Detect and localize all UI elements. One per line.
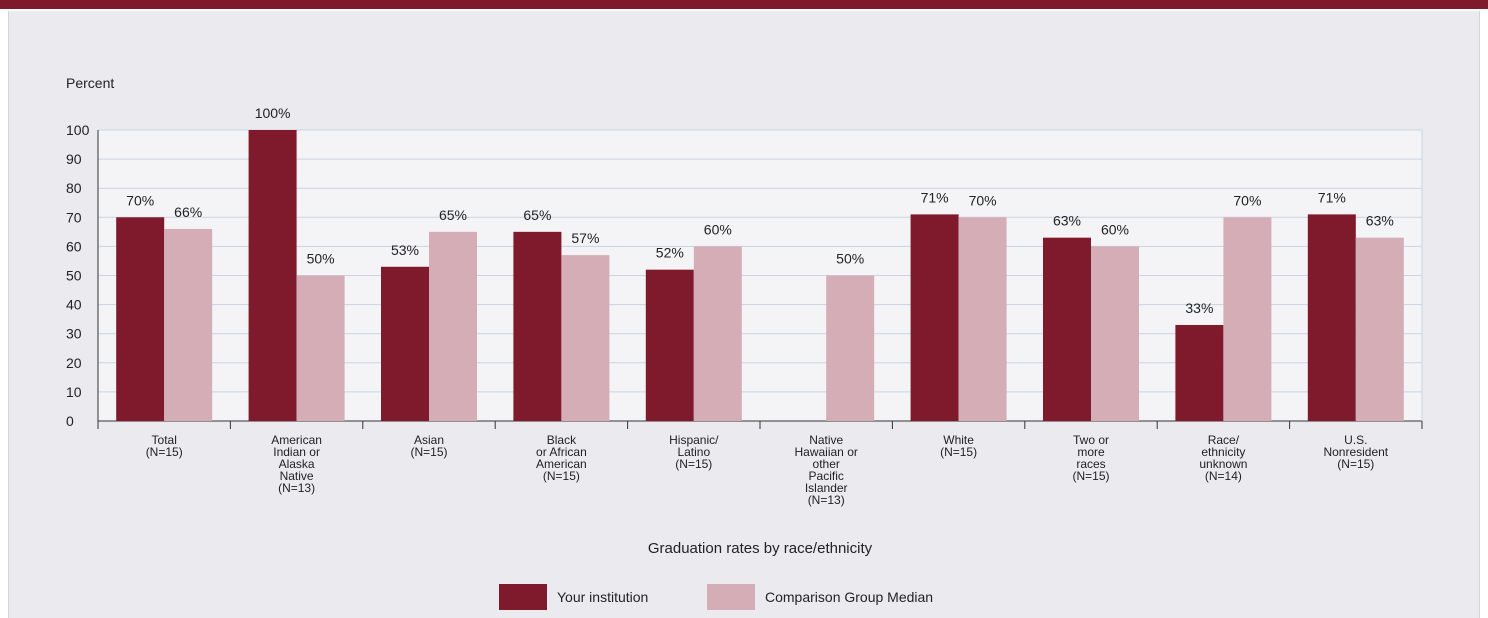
bar-your-institution [1175,324,1224,421]
bar-your-institution [116,217,165,421]
bar-comparison-median [1223,217,1272,421]
data-label: 70% [126,192,154,208]
y-tick-label: 80 [66,180,82,196]
bars: 70% 100% 53% 65% 52% 71% 63% 33% 71% 66% 50% 65% 57%… [116,105,1404,421]
bar-your-institution [1043,237,1091,421]
category-label: American Indian or Alaska Native (N=13) [271,433,322,495]
bar-your-institution [1307,214,1356,421]
y-tick-label: 100 [66,122,90,138]
y-tick-label: 30 [66,326,82,342]
category-label: Asian (N=15) [410,433,447,459]
data-label: 65% [523,207,551,223]
legend-swatch [707,584,755,610]
data-label: 50% [307,251,335,267]
bar-your-institution [645,269,694,421]
category-label: Black or African American (N=15) [536,433,587,483]
bar-your-institution [248,130,297,421]
data-label: 71% [921,189,949,205]
data-label: 70% [1233,192,1261,208]
bar-your-institution [381,266,429,421]
category-label: U.S. Nonresident (N=15) [1323,433,1388,471]
x-axis: Total (N=15) American Indian or Alaska Native… [97,421,1423,507]
category-label: Native Hawaiian or other Pacific Islander (N=… [795,433,858,507]
y-tick-label: 60 [66,238,82,254]
data-label: 33% [1185,300,1213,316]
data-label: 100% [255,105,291,121]
bar-comparison-median [296,275,345,421]
data-label: 52% [656,245,684,261]
bar-comparison-median [429,231,477,421]
category-label: Total (N=15) [146,433,183,459]
data-label: 63% [1053,213,1081,229]
data-label: 60% [704,221,732,237]
bar-comparison-median [826,275,875,421]
y-tick-label: 0 [66,413,74,429]
legend-label: Your institution [557,589,648,605]
data-label: 60% [1101,221,1129,237]
y-axis-title: Percent [66,75,114,91]
bar-comparison-median [1355,237,1404,421]
data-label: 71% [1318,189,1346,205]
bar-your-institution [910,214,959,421]
data-label: 70% [969,192,997,208]
legend: Your institution Comparison Group Median [499,584,933,610]
legend-item-your-institution: Your institution [499,584,648,610]
y-tick-label: 40 [66,297,82,313]
bar-comparison-median [958,217,1007,421]
data-label: 53% [391,242,419,258]
category-label: Two or more races (N=15) [1072,433,1109,483]
bar-your-institution [513,231,562,421]
category-label: Race/ethnicity unknown (N=14) [1199,433,1247,483]
legend-label: Comparison Group Median [765,589,933,605]
data-label: 66% [174,204,202,220]
bar-comparison-median [1091,246,1139,421]
category-label: Hispanic/Latino (N=15) [669,433,719,471]
bar-comparison-median [693,246,742,421]
y-tick-label: 20 [66,355,82,371]
legend-swatch [499,584,547,610]
top-accent-bar [0,0,1488,9]
data-label: 63% [1366,213,1394,229]
y-axis: 0 10 20 30 40 50 60 70 80 90 100 [66,122,99,429]
category-label: White (N=15) [940,433,977,459]
y-tick-label: 70 [66,209,82,225]
data-label: 50% [836,251,864,267]
y-tick-label: 10 [66,384,82,400]
y-tick-label: 90 [66,151,82,167]
data-label: 65% [439,207,467,223]
data-label: 57% [571,230,599,246]
bar-comparison-median [561,255,610,421]
y-tick-label: 50 [66,268,82,284]
bar-comparison-median [164,228,213,421]
x-axis-title: Graduation rates by race/ethnicity [648,540,873,557]
legend-item-comparison-median: Comparison Group Median [707,584,933,610]
